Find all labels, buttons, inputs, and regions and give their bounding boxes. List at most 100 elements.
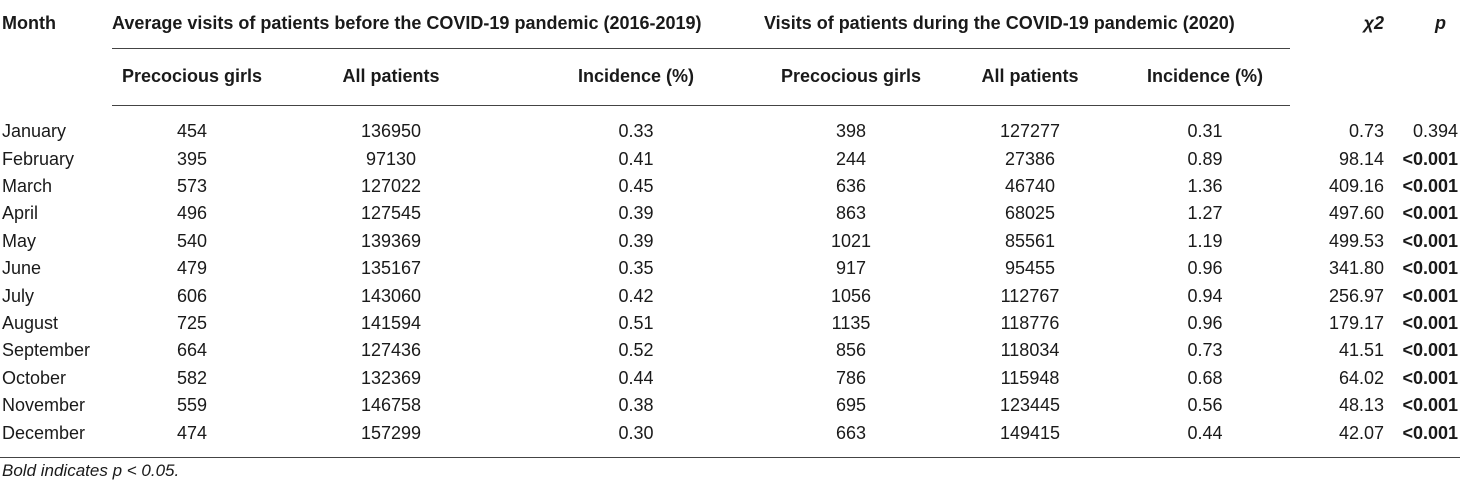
cell-during-incidence: 1.36 bbox=[1187, 176, 1223, 197]
cell-p-value: <0.001 bbox=[1402, 148, 1458, 169]
cell-month: December bbox=[0, 419, 112, 458]
cell-chi-square: 179.17 bbox=[1328, 313, 1384, 334]
cell-before-incidence: 0.35 bbox=[618, 258, 654, 279]
cell-during-all: 118034 bbox=[1000, 340, 1060, 361]
table-row: July 606 143060 0.42 1056 112767 0.94 256.97 <0.… bbox=[0, 282, 1460, 309]
cell-before-all: 127436 bbox=[360, 340, 422, 361]
cell-month: September bbox=[2, 340, 91, 361]
cell-during-incidence: 0.44 bbox=[1120, 419, 1290, 458]
cell-during-all: 95455 bbox=[1004, 258, 1056, 279]
cell-before-incidence: 0.41 bbox=[618, 148, 654, 169]
cell-before-precocious: 606 bbox=[176, 285, 208, 306]
cell-during-precocious: 917 bbox=[835, 258, 867, 279]
cell-during-incidence: 0.31 bbox=[1187, 121, 1223, 141]
cell-month: January bbox=[2, 120, 67, 141]
cell-during-all: 118776 bbox=[1000, 313, 1060, 334]
visits-table: Month Average visits of patients before … bbox=[0, 0, 1460, 458]
cell-during-incidence: 0.96 bbox=[1187, 258, 1223, 279]
cell-before-precocious: 540 bbox=[176, 230, 208, 251]
cell-p-value: <0.001 bbox=[1402, 313, 1458, 334]
table-row: April 496 127545 0.39 863 68025 1.27 497.60 <0.0… bbox=[0, 200, 1460, 227]
cell-p-value: <0.001 bbox=[1402, 340, 1458, 361]
group-header-during: Visits of patients during the COVID-19 p… bbox=[762, 0, 1290, 49]
cell-during-precocious: 398 bbox=[835, 121, 867, 141]
cell-before-incidence: 0.52 bbox=[618, 340, 654, 361]
table-row: November 559 146758 0.38 695 123445 0.56 48.13 <… bbox=[0, 392, 1460, 419]
cell-during-incidence: 0.73 bbox=[1187, 340, 1223, 361]
cell-during-precocious: 1056 bbox=[830, 285, 872, 306]
cell-during-incidence: 0.56 bbox=[1187, 395, 1223, 416]
before-all-header: All patients bbox=[272, 48, 510, 106]
cell-before-incidence: 0.33 bbox=[618, 121, 654, 141]
cell-p-value: <0.001 bbox=[1402, 176, 1458, 197]
cell-before-incidence: 0.39 bbox=[618, 230, 654, 251]
cell-month: October bbox=[2, 367, 67, 388]
cell-before-precocious: 479 bbox=[176, 258, 208, 279]
cell-during-precocious: 695 bbox=[835, 395, 867, 416]
cell-during-all: 123445 bbox=[999, 395, 1061, 416]
cell-before-incidence: 0.42 bbox=[618, 285, 654, 306]
cell-before-all: 97130 bbox=[365, 148, 417, 169]
cell-before-precocious: 725 bbox=[176, 313, 208, 334]
cell-during-incidence: 0.89 bbox=[1187, 148, 1223, 169]
cell-before-incidence: 0.39 bbox=[618, 203, 654, 224]
cell-before-all: 136950 bbox=[360, 121, 422, 141]
cell-during-precocious: 663 bbox=[762, 419, 940, 458]
cell-during-all: 46740 bbox=[1004, 176, 1056, 197]
cell-p-value: <0.001 bbox=[1388, 419, 1460, 458]
table-row: January 454 136950 0.33 398 127277 0.31 0.73 0.3… bbox=[0, 105, 1460, 146]
table-row: May 540 139369 0.39 1021 85561 1.19 499.53 <0.00… bbox=[0, 228, 1460, 255]
cell-during-incidence: 0.94 bbox=[1187, 285, 1223, 306]
cell-before-incidence: 0.38 bbox=[618, 395, 654, 416]
cell-p-value: 0.394 bbox=[1412, 120, 1458, 141]
cell-before-all: 135167 bbox=[360, 258, 422, 279]
cell-before-all: 139369 bbox=[360, 230, 422, 251]
cell-p-value: <0.001 bbox=[1402, 395, 1458, 416]
during-incidence-header: Incidence (%) bbox=[1120, 48, 1290, 106]
cell-during-precocious: 856 bbox=[835, 340, 867, 361]
cell-before-precocious: 582 bbox=[176, 367, 208, 388]
cell-month: July bbox=[2, 285, 35, 306]
cell-chi-square: 64.02 bbox=[1338, 367, 1384, 388]
table-row: February 395 97130 0.41 244 27386 0.89 98.14 <0.… bbox=[0, 146, 1460, 173]
cell-during-incidence: 1.19 bbox=[1187, 230, 1223, 251]
cell-month: April bbox=[2, 203, 39, 224]
cell-p-value: <0.001 bbox=[1402, 367, 1458, 388]
cell-before-precocious: 573 bbox=[176, 176, 208, 197]
cell-before-precocious: 454 bbox=[176, 121, 208, 141]
cell-chi-square: 499.53 bbox=[1328, 230, 1384, 251]
cell-before-precocious: 664 bbox=[176, 340, 208, 361]
cell-before-all: 127022 bbox=[360, 176, 422, 197]
cell-before-incidence: 0.44 bbox=[618, 367, 654, 388]
cell-during-all: 85561 bbox=[1004, 230, 1056, 251]
header-row-columns: Precocious girls All patients Incidence … bbox=[0, 48, 1460, 106]
cell-during-incidence: 1.27 bbox=[1187, 203, 1223, 224]
cell-during-all: 149415 bbox=[940, 419, 1120, 458]
cell-before-all: 146758 bbox=[360, 395, 422, 416]
cell-during-all: 27386 bbox=[1004, 148, 1056, 169]
cell-during-precocious: 244 bbox=[835, 148, 867, 169]
cell-during-all: 127277 bbox=[999, 121, 1061, 141]
cell-chi-square: 256.97 bbox=[1328, 285, 1384, 306]
cell-chi-square: 341.80 bbox=[1328, 258, 1384, 279]
cell-before-all: 141594 bbox=[360, 313, 422, 334]
table-row: March 573 127022 0.45 636 46740 1.36 409.16 <0.0… bbox=[0, 173, 1460, 200]
cell-chi-square: 497.60 bbox=[1328, 203, 1384, 224]
footnote: Bold indicates p < 0.05. bbox=[2, 461, 180, 480]
cell-chi-square: 98.14 bbox=[1338, 148, 1384, 169]
table-body: January 454 136950 0.33 398 127277 0.31 0.73 0.3… bbox=[0, 105, 1460, 458]
cell-before-precocious: 474 bbox=[112, 419, 272, 458]
cell-before-precocious: 559 bbox=[176, 395, 208, 416]
table-row: December 474 157299 0.30 663 149415 0.44 42.07 <… bbox=[0, 419, 1460, 458]
cell-before-all: 127545 bbox=[360, 203, 422, 224]
cell-during-precocious: 863 bbox=[835, 203, 867, 224]
cell-during-precocious: 636 bbox=[835, 176, 867, 197]
cell-during-precocious: 1135 bbox=[831, 313, 871, 334]
cell-during-all: 68025 bbox=[1004, 203, 1056, 224]
cell-chi-square: 41.51 bbox=[1338, 340, 1384, 361]
p-value-header: p bbox=[1435, 13, 1446, 33]
header-row-groups: Month Average visits of patients before … bbox=[0, 0, 1460, 49]
during-precocious-header: Precocious girls bbox=[762, 48, 940, 106]
cell-before-all: 143060 bbox=[360, 285, 422, 306]
